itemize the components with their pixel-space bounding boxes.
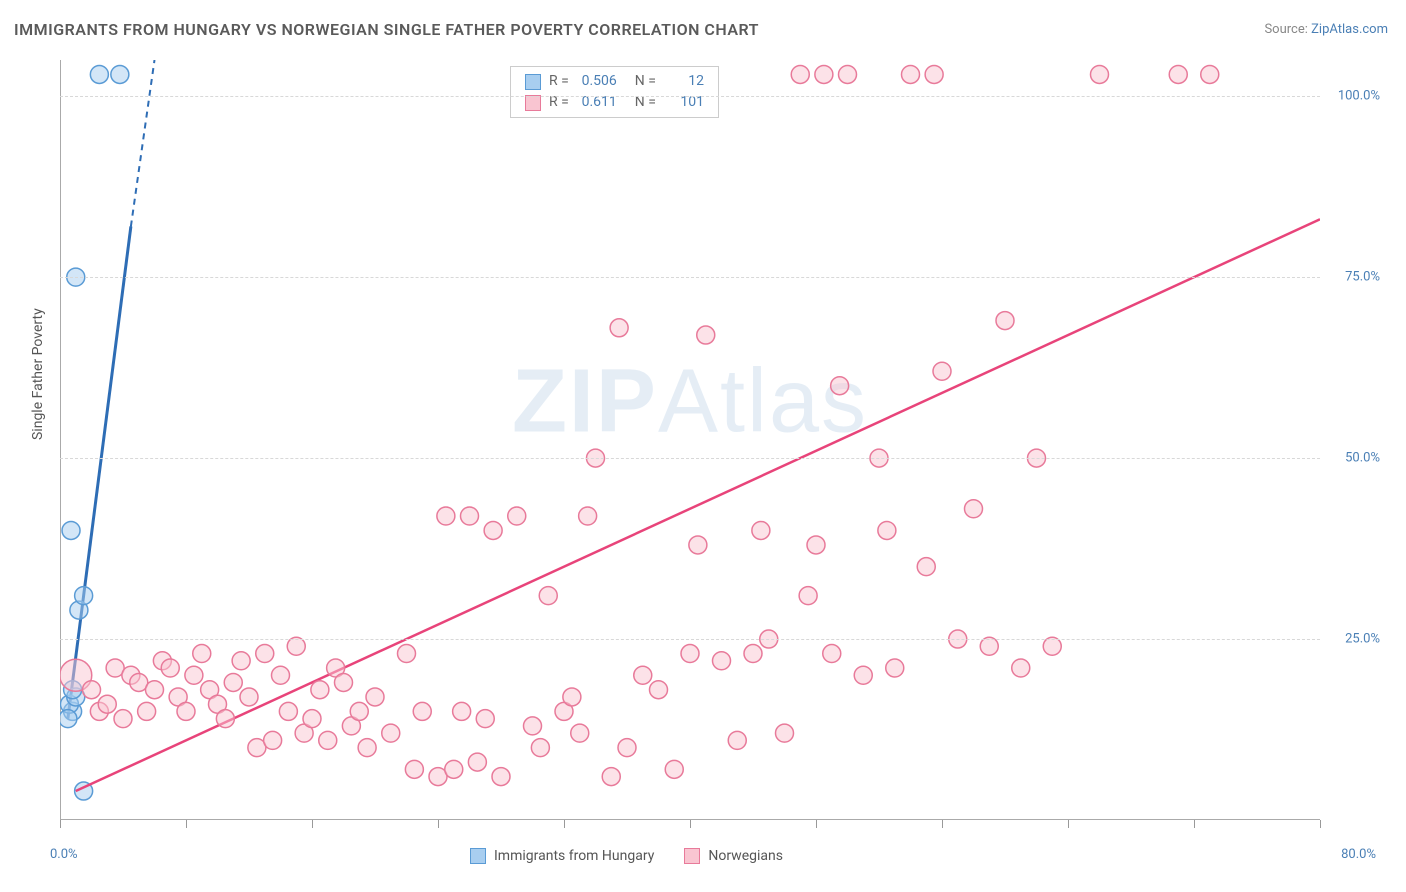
x-tick bbox=[1068, 820, 1069, 828]
x-tick bbox=[942, 820, 943, 828]
source-link[interactable]: ZipAtlas.com bbox=[1311, 22, 1388, 37]
y-tick-label: 75.0% bbox=[1345, 270, 1380, 285]
legend-item-2: Norwegians bbox=[684, 848, 783, 864]
grid-line bbox=[60, 96, 1320, 97]
grid-line bbox=[60, 639, 1320, 640]
x-tick bbox=[60, 820, 61, 828]
y-tick-label: 25.0% bbox=[1345, 632, 1380, 647]
x-tick bbox=[186, 820, 187, 828]
legend-swatch-pink-icon bbox=[684, 848, 700, 864]
legend-item-1: Immigrants from Hungary bbox=[470, 848, 654, 864]
legend-swatch-blue-icon bbox=[470, 848, 486, 864]
y-axis-title: Single Father Poverty bbox=[30, 308, 46, 440]
chart-title: IMMIGRANTS FROM HUNGARY VS NORWEGIAN SIN… bbox=[14, 20, 759, 39]
x-tick bbox=[1320, 820, 1321, 828]
grid-line bbox=[60, 277, 1320, 278]
plot-svg bbox=[60, 60, 1320, 820]
y-tick-label: 50.0% bbox=[1345, 451, 1380, 466]
x-tick bbox=[816, 820, 817, 828]
plot-area: ZIPAtlas R = 0.506 N = 12 R = 0.611 N = … bbox=[60, 60, 1320, 820]
x-tick bbox=[1194, 820, 1195, 828]
legend-label-1: Immigrants from Hungary bbox=[494, 848, 654, 864]
bottom-legend: Immigrants from Hungary Norwegians bbox=[470, 848, 783, 864]
x-axis-max-label: 80.0% bbox=[1341, 847, 1376, 862]
x-axis-min-label: 0.0% bbox=[50, 847, 78, 862]
y-tick-label: 100.0% bbox=[1338, 89, 1380, 104]
x-tick bbox=[690, 820, 691, 828]
x-tick bbox=[564, 820, 565, 828]
chart-container: IMMIGRANTS FROM HUNGARY VS NORWEGIAN SIN… bbox=[0, 0, 1406, 892]
legend-label-2: Norwegians bbox=[708, 848, 783, 864]
grid-line bbox=[60, 458, 1320, 459]
source-label: Source: bbox=[1264, 22, 1307, 37]
source-attribution: Source: ZipAtlas.com bbox=[1264, 22, 1388, 37]
x-tick bbox=[438, 820, 439, 828]
x-tick bbox=[312, 820, 313, 828]
